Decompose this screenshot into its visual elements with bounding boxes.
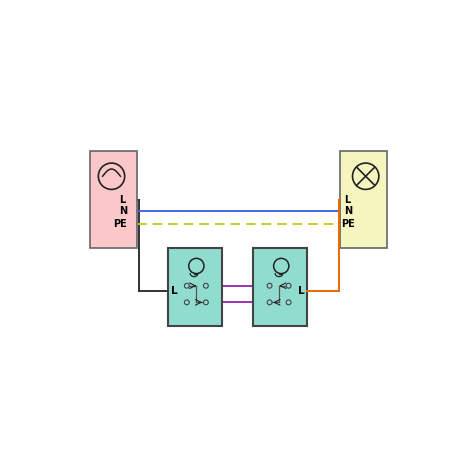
Circle shape <box>267 284 272 288</box>
Circle shape <box>184 300 189 305</box>
Text: L: L <box>298 286 305 296</box>
Circle shape <box>267 300 272 305</box>
Text: L: L <box>119 194 126 205</box>
Text: N: N <box>119 206 128 216</box>
Circle shape <box>286 284 291 288</box>
FancyBboxPatch shape <box>91 151 137 248</box>
Text: PE: PE <box>341 219 355 229</box>
Text: L: L <box>171 286 177 296</box>
Circle shape <box>203 284 208 288</box>
Circle shape <box>203 300 208 305</box>
FancyBboxPatch shape <box>168 248 222 326</box>
FancyBboxPatch shape <box>340 151 387 248</box>
Circle shape <box>184 284 189 288</box>
Text: N: N <box>344 206 352 216</box>
Text: L: L <box>344 194 350 205</box>
Circle shape <box>286 300 291 305</box>
Text: PE: PE <box>113 219 127 229</box>
FancyBboxPatch shape <box>253 248 307 326</box>
